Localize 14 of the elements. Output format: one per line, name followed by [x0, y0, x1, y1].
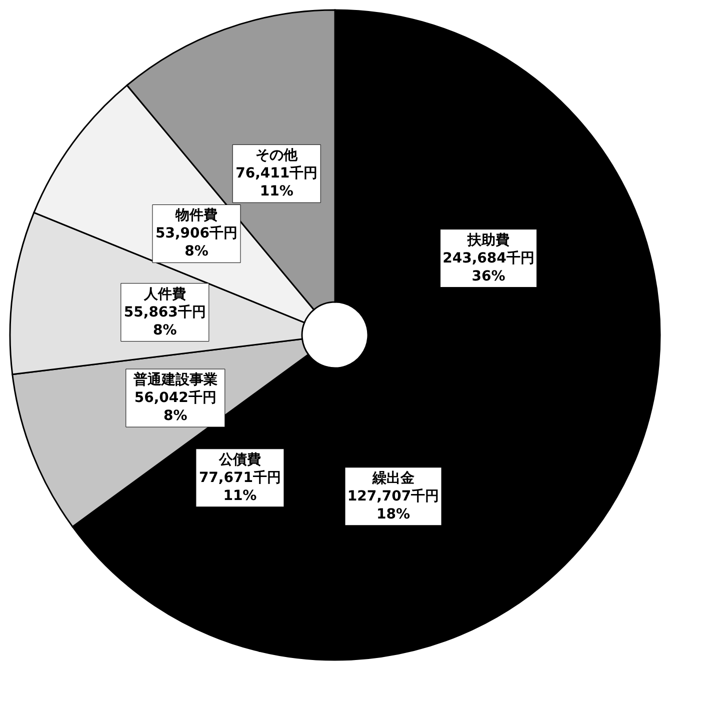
- slice-label: 繰出金: [371, 470, 416, 486]
- slice-label: 物件費: [174, 208, 218, 224]
- data-label: 76,411千円 11%: [236, 164, 318, 200]
- slice-label: 人件費: [142, 286, 186, 302]
- slice-label: 公債費: [218, 452, 261, 468]
- slice-label: その他: [256, 148, 299, 164]
- data-label: 55,863千円 8%: [124, 303, 206, 338]
- data-label: 53,906千円 8%: [155, 224, 238, 260]
- slice-label: 普通建設事業: [132, 371, 218, 388]
- data-label: 56,042千円 8%: [134, 389, 216, 424]
- slice-label: 扶助費: [466, 232, 510, 248]
- data-label: 127,707千円 18%: [347, 487, 440, 522]
- data-label: 243,684千円 36%: [442, 249, 534, 284]
- data-label: 77,671千円 11%: [198, 468, 281, 504]
